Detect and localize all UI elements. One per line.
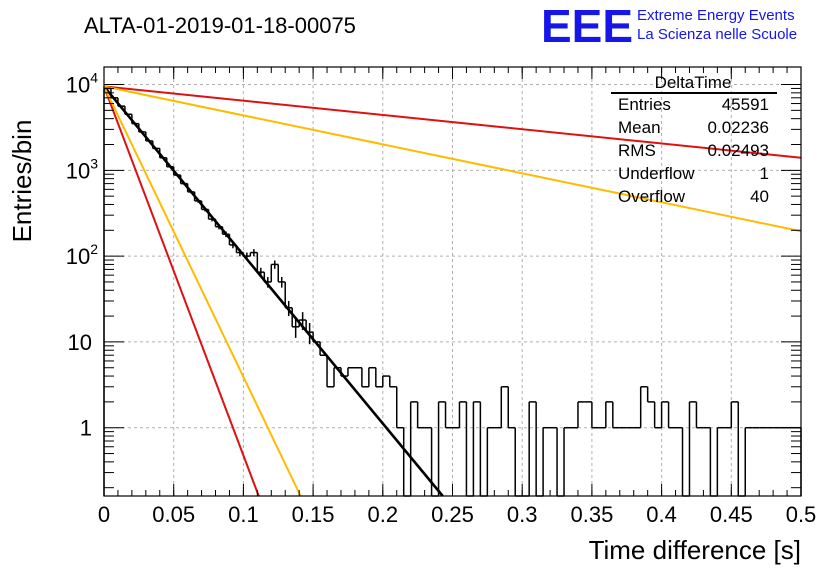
stats-label-entries: Entries [618,95,671,114]
stats-label-underflow: Underflow [618,164,695,183]
eee-logo-mark: EEE [541,0,633,52]
fit-curve [103,85,802,159]
histogram-bars [103,87,802,497]
x-tick-labels: 0 0.05 0.1 0.15 0.2 0.25 0.3 0.35 0.4 0.45 0.5 [98,502,816,527]
stats-value-rms: 0.02493 [708,141,769,160]
y-tick-label: 10 [68,330,92,355]
x-tick-label: 0.2 [368,502,399,527]
x-tick-label: 0.35 [570,502,613,527]
x-axis-label: Time difference [s] [589,535,801,565]
fit-curve [103,86,260,497]
y-axis-label: Entries/bin [7,120,37,243]
x-tick-label: 0.05 [152,502,195,527]
plot-area [104,67,801,496]
stats-label-mean: Mean [618,118,661,137]
x-tick-label: 0.25 [431,502,474,527]
stats-label-overflow: Overflow [618,187,686,206]
x-tick-label: 0.15 [292,502,335,527]
stats-value-underflow: 1 [760,164,769,183]
stats-value-mean: 0.02236 [708,118,769,137]
stats-box: DeltaTime Entries 45591 Mean 0.02236 RMS… [611,73,777,206]
stats-value-entries: 45591 [722,95,769,114]
logo-line-2: La Scienza nelle Scuole [637,26,797,43]
x-tick-label: 0.5 [786,502,817,527]
stats-title: DeltaTime [655,73,732,92]
x-tick-label: 0.3 [507,502,538,527]
x-tick-label: 0.4 [646,502,677,527]
y-tick-label: 104 [66,70,98,98]
logo-line-1: Extreme Energy Events [637,7,795,24]
y-tick-labels: 1 10 102 103 104 [66,70,98,441]
x-tick-label: 0.1 [228,502,259,527]
y-tick-label: 1 [80,416,92,441]
y-tick-label: 102 [66,241,98,269]
x-tick-label: 0.45 [710,502,753,527]
y-tick-label: 103 [66,155,98,183]
x-tick-label: 0 [98,502,110,527]
stats-label-rms: RMS [618,141,656,160]
plot-title: ALTA-01-2019-01-18-00075 [84,13,356,38]
stats-value-overflow: 40 [750,187,769,206]
fit-curve [103,85,802,233]
axis-ticks [103,67,802,496]
fit-curve [103,85,302,497]
